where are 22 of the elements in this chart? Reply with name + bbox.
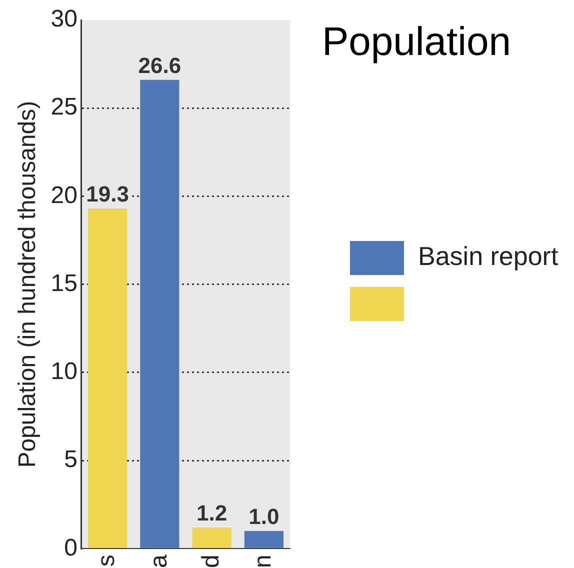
- y-tick-label: 0: [64, 534, 78, 562]
- x-tick-label: s: [93, 554, 120, 567]
- data-label: 1.0: [248, 504, 280, 530]
- y-tick-label: 30: [50, 6, 78, 33]
- bar: [244, 531, 284, 548]
- x-tick-label: d: [197, 554, 224, 568]
- data-label: 26.6: [138, 52, 182, 78]
- legend-label: Basin report: [418, 241, 559, 272]
- y-axis-title: Population (in hundred thousands): [14, 100, 42, 468]
- y-tick-label: 10: [50, 358, 78, 386]
- x-tick-label: a: [145, 554, 172, 568]
- data-label: 1.2: [196, 500, 228, 526]
- text: Population: [322, 20, 512, 64]
- bar: [192, 528, 232, 548]
- y-tick-label: 25: [50, 94, 78, 121]
- y-tick-label: 20: [50, 182, 78, 209]
- bar: [88, 208, 128, 548]
- bar: [140, 80, 180, 548]
- data-label: 19.3: [86, 182, 129, 207]
- y-tick-label: 15: [50, 270, 78, 297]
- x-tick-label: n: [250, 554, 277, 568]
- y-tick-label: 5: [64, 446, 78, 474]
